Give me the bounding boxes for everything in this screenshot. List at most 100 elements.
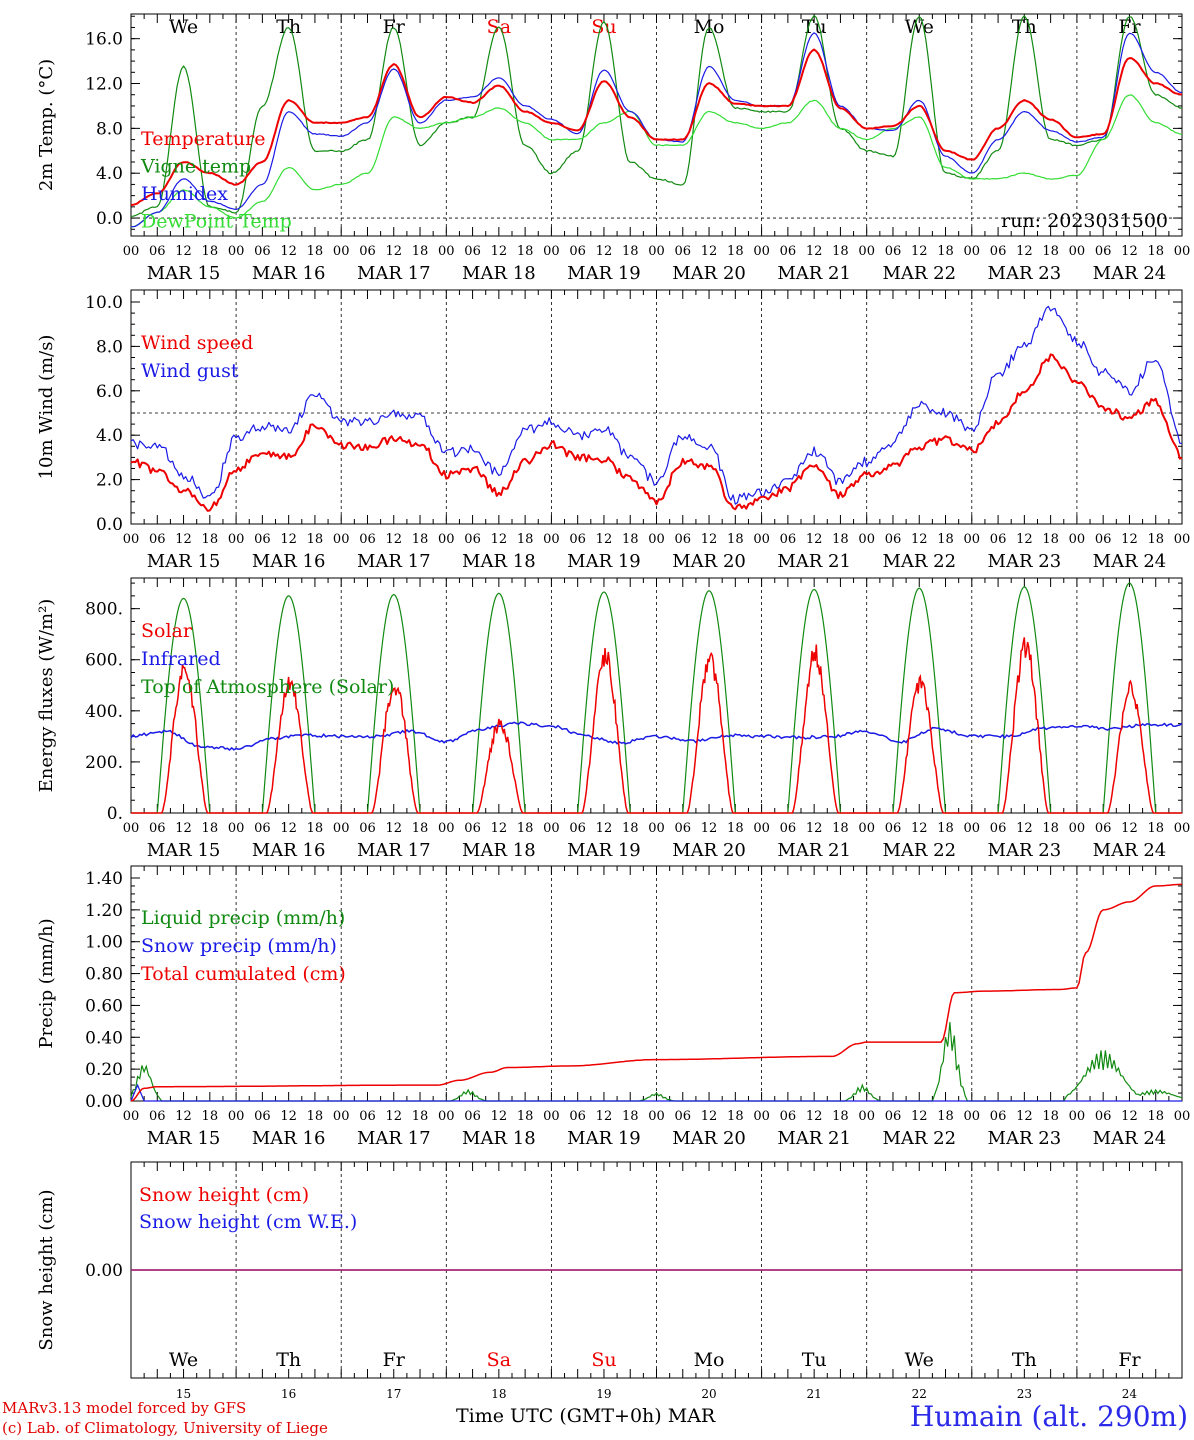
hour-tick-label: 06 [675, 821, 692, 836]
hour-tick-label: 06 [149, 244, 166, 259]
hour-tick-label: 00 [438, 532, 455, 547]
date-tick-label: MAR 22 [882, 840, 956, 861]
hour-tick-label: 00 [333, 532, 350, 547]
weekday-label: Th [276, 16, 301, 38]
hour-tick-label: 00 [543, 1109, 560, 1124]
hour-tick-label: 06 [780, 532, 797, 547]
hour-tick-label: 00 [1069, 821, 1086, 836]
series-line [130, 353, 1183, 512]
hour-tick-label: 12 [385, 1109, 402, 1124]
date-tick-label: MAR 16 [252, 1128, 326, 1149]
date-tick-label: MAR 16 [252, 551, 326, 572]
hour-tick-label: 06 [254, 821, 271, 836]
legend-entry: Solar [141, 620, 193, 642]
hour-tick-label: 12 [911, 1109, 928, 1124]
hour-tick-label: 12 [280, 821, 297, 836]
legend-entry: Humidex [141, 183, 228, 205]
hour-tick-label: 00 [123, 244, 140, 259]
date-tick-label: MAR 17 [357, 551, 431, 572]
y-tick-label: 0.20 [85, 1060, 123, 1080]
day-number-label: 23 [1017, 1387, 1032, 1400]
hour-tick-label: 06 [464, 532, 481, 547]
hour-tick-label: 00 [648, 532, 665, 547]
hour-tick-label: 00 [123, 1109, 140, 1124]
weekday-label: Th [1012, 16, 1037, 38]
hour-tick-label: 12 [175, 1109, 192, 1124]
hour-tick-label: 12 [1016, 821, 1033, 836]
y-tick-label: 2.0 [96, 471, 123, 491]
legend-entry: Liquid precip (mm/h) [141, 907, 345, 929]
hour-tick-label: 18 [622, 244, 639, 259]
hour-tick-label: 06 [885, 532, 902, 547]
day-number-label: 18 [491, 1387, 506, 1400]
date-tick-label: MAR 18 [462, 840, 536, 861]
hour-tick-label: 06 [359, 244, 376, 259]
weekday-label: Fr [1118, 16, 1141, 38]
hour-tick-label: 18 [1147, 1109, 1164, 1124]
hour-tick-label: 12 [701, 821, 718, 836]
hour-tick-label: 18 [727, 1109, 744, 1124]
y-tick-label: 200. [85, 753, 123, 773]
date-tick-label: MAR 21 [777, 263, 851, 284]
hour-tick-label: 12 [806, 244, 823, 259]
hour-tick-label: 12 [385, 532, 402, 547]
meteogram-chart: 0.0 4.0 8.0 12.0 16.0 2m Temp. (°C) We Th Fr Sa Su… [36, 13, 1191, 1400]
legend-entry: DewPoint Temp [141, 211, 292, 233]
hour-tick-label: 06 [254, 1109, 271, 1124]
hour-tick-label: 18 [412, 1109, 429, 1124]
hour-tick-label: 00 [858, 1109, 875, 1124]
y-tick-label: 0.0 [96, 515, 123, 535]
hour-tick-label: 06 [464, 1109, 481, 1124]
hour-tick-label: 06 [885, 821, 902, 836]
hour-tick-label: 12 [491, 532, 508, 547]
hour-tick-label: 06 [1095, 821, 1112, 836]
weekday-label: We [905, 1349, 934, 1371]
weekday-label: Tu [802, 1349, 827, 1371]
hour-tick-label: 18 [1147, 244, 1164, 259]
hour-tick-label: 06 [780, 244, 797, 259]
hour-tick-label: 18 [622, 1109, 639, 1124]
date-tick-label: MAR 21 [777, 840, 851, 861]
hour-tick-label: 18 [1147, 821, 1164, 836]
weekday-label: Th [276, 1349, 301, 1371]
series-line [130, 305, 1183, 505]
hour-tick-label: 12 [806, 1109, 823, 1124]
hour-tick-label: 12 [596, 532, 613, 547]
y-tick-label: 8.0 [96, 119, 123, 139]
date-tick-label: MAR 22 [882, 263, 956, 284]
hour-tick-label: 00 [543, 532, 560, 547]
hour-tick-label: 12 [1121, 244, 1138, 259]
hour-tick-label: 00 [858, 821, 875, 836]
hour-tick-label: 18 [727, 821, 744, 836]
date-tick-label: MAR 24 [1093, 551, 1167, 572]
hour-tick-label: 12 [1016, 1109, 1033, 1124]
date-tick-label: MAR 21 [777, 1128, 851, 1149]
hour-tick-label: 18 [1042, 1109, 1059, 1124]
weekday-label: Sa [487, 1349, 511, 1371]
date-tick-label: MAR 21 [777, 551, 851, 572]
hour-tick-label: 12 [596, 821, 613, 836]
y-tick-label: 1.00 [85, 933, 123, 953]
hour-tick-label: 18 [832, 244, 849, 259]
y-tick-label: 0.00 [85, 1092, 123, 1112]
date-tick-label: MAR 18 [462, 1128, 536, 1149]
panel-frame [130, 13, 1183, 237]
hour-tick-label: 06 [1095, 244, 1112, 259]
hour-tick-label: 12 [491, 821, 508, 836]
hour-tick-label: 12 [701, 1109, 718, 1124]
hour-tick-label: 00 [1174, 532, 1191, 547]
hour-tick-label: 18 [412, 244, 429, 259]
hour-tick-label: 18 [937, 821, 954, 836]
hour-tick-label: 06 [885, 244, 902, 259]
hour-tick-label: 06 [464, 244, 481, 259]
hour-tick-label: 06 [149, 532, 166, 547]
date-tick-label: MAR 20 [672, 1128, 746, 1149]
hour-tick-label: 06 [675, 532, 692, 547]
hour-tick-label: 18 [1147, 532, 1164, 547]
hour-tick-label: 00 [648, 821, 665, 836]
date-tick-label: MAR 20 [672, 551, 746, 572]
hour-tick-label: 12 [911, 821, 928, 836]
weekday-label: Tu [802, 16, 827, 38]
y-axis-label: Precip (mm/h) [36, 918, 57, 1048]
y-tick-label: 4.0 [96, 164, 123, 184]
